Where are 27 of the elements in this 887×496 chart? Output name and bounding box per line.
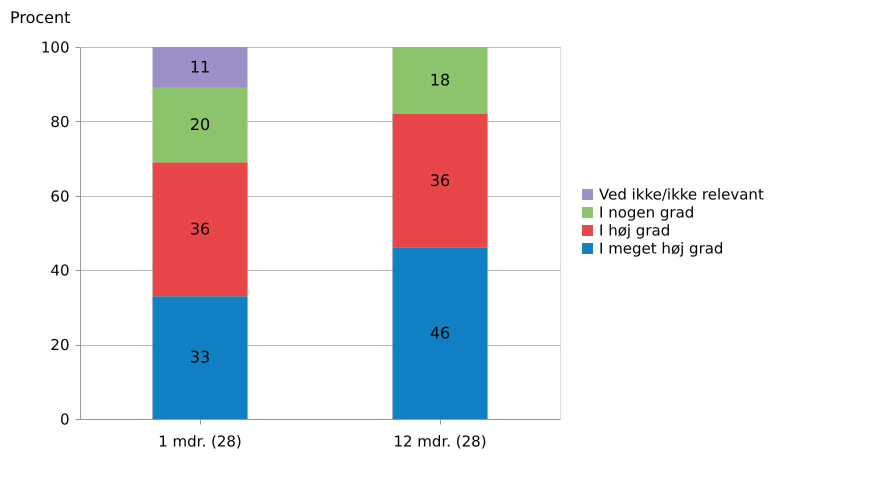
legend-label: Ved ikke/ikke relevant: [599, 186, 764, 204]
data-label: 46: [430, 323, 450, 342]
y-tick-label: 100: [40, 38, 70, 56]
bar: [392, 248, 488, 419]
bar: [152, 88, 248, 162]
data-label: 11: [190, 57, 210, 76]
bar: [152, 162, 248, 296]
data-label: 36: [430, 170, 450, 190]
bar: [152, 47, 248, 88]
y-tick-label: 80: [50, 112, 70, 131]
y-tick-label: 60: [50, 187, 70, 206]
bar: [152, 296, 248, 419]
y-tick-label: 20: [50, 336, 70, 354]
y-tick-label: 0: [60, 410, 70, 428]
legend-label: I høj grad: [599, 222, 670, 240]
data-label: 18: [430, 70, 450, 90]
data-label: 36: [190, 219, 210, 238]
data-label: 33: [190, 348, 210, 367]
bar: [392, 47, 488, 114]
x-tick-label: 12 mdr. (28): [393, 432, 487, 450]
legend-label: I meget høj grad: [599, 240, 724, 258]
y-axis-title: Procent: [10, 8, 70, 27]
y-tick-label: 40: [50, 262, 70, 280]
data-label: 20: [190, 115, 210, 134]
legend-label: I nogen grad: [599, 204, 694, 222]
x-tick-label: 1 mdr. (28): [158, 432, 242, 450]
bar: [392, 114, 488, 248]
